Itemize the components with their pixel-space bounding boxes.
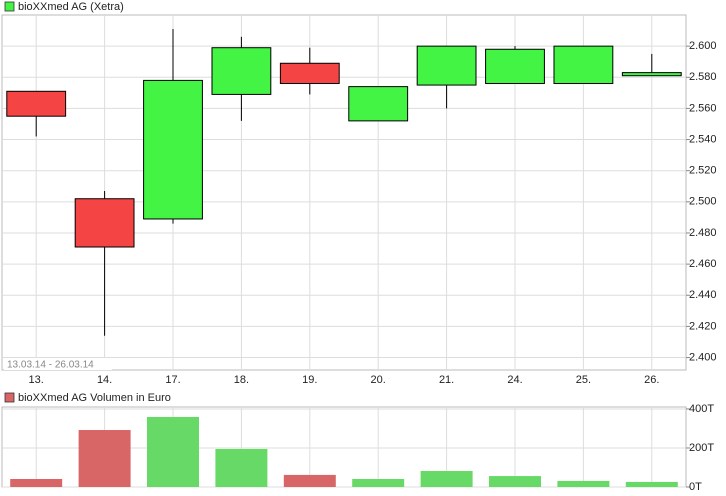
y-tick-label: 2.480 [689,227,717,239]
y-tick-label: 200T [689,442,714,454]
annotation-bg [4,358,112,370]
y-tick-label: 2.540 [689,133,717,145]
x-tick-label: 26. [644,374,659,386]
bar [283,474,336,487]
bar [625,481,678,487]
x-tick-label: 19. [302,374,317,386]
bar [489,476,541,487]
y-tick-label: 2.400 [689,351,717,363]
x-tick-label: 20. [371,374,386,386]
x-tick-label: 18. [234,374,249,386]
x-tick-label: 21. [439,374,454,386]
legend-label: bioXXmed AG Volumen in Euro [18,392,171,404]
legend-swatch [4,1,15,12]
legend-swatch [4,392,15,403]
y-tick-label: 2.460 [689,258,717,270]
candle-body [485,48,545,85]
candle-body [348,86,409,122]
y-tick-label: 2.560 [689,102,717,114]
candle-body [621,72,682,77]
y-tick-label: 0T [689,481,702,493]
x-tick-label: 25. [576,374,591,386]
panel-frame [1,14,687,371]
y-tick-label: 2.600 [689,40,717,52]
bar [420,471,473,487]
y-tick-label: 400T [689,403,714,415]
legend-label: bioXXmed AG (Xetra) [18,1,124,13]
y-tick-label: 2.420 [689,320,717,332]
bar [215,448,268,487]
y-tick-label: 2.520 [689,165,717,177]
y-tick-label: 2.580 [689,71,717,83]
candle-body [211,47,272,95]
x-tick-label: 14. [97,374,112,386]
candle-body [279,62,340,85]
candle-body [74,198,135,248]
date-range: 13.03.14 - 26.03.14 [7,360,94,371]
bar [78,430,131,487]
x-tick-label: 13. [29,374,44,386]
bar [352,479,405,487]
bar [10,479,63,487]
bar [557,480,610,487]
candle-body [553,45,614,85]
x-tick-label: 24. [507,374,522,386]
bar [147,416,199,487]
candle-body [143,79,203,220]
candle-body [6,90,67,117]
x-tick-label: 17. [165,374,180,386]
candle-body [416,45,477,86]
y-tick-label: 2.500 [689,196,717,208]
y-tick-label: 2.440 [689,289,717,301]
